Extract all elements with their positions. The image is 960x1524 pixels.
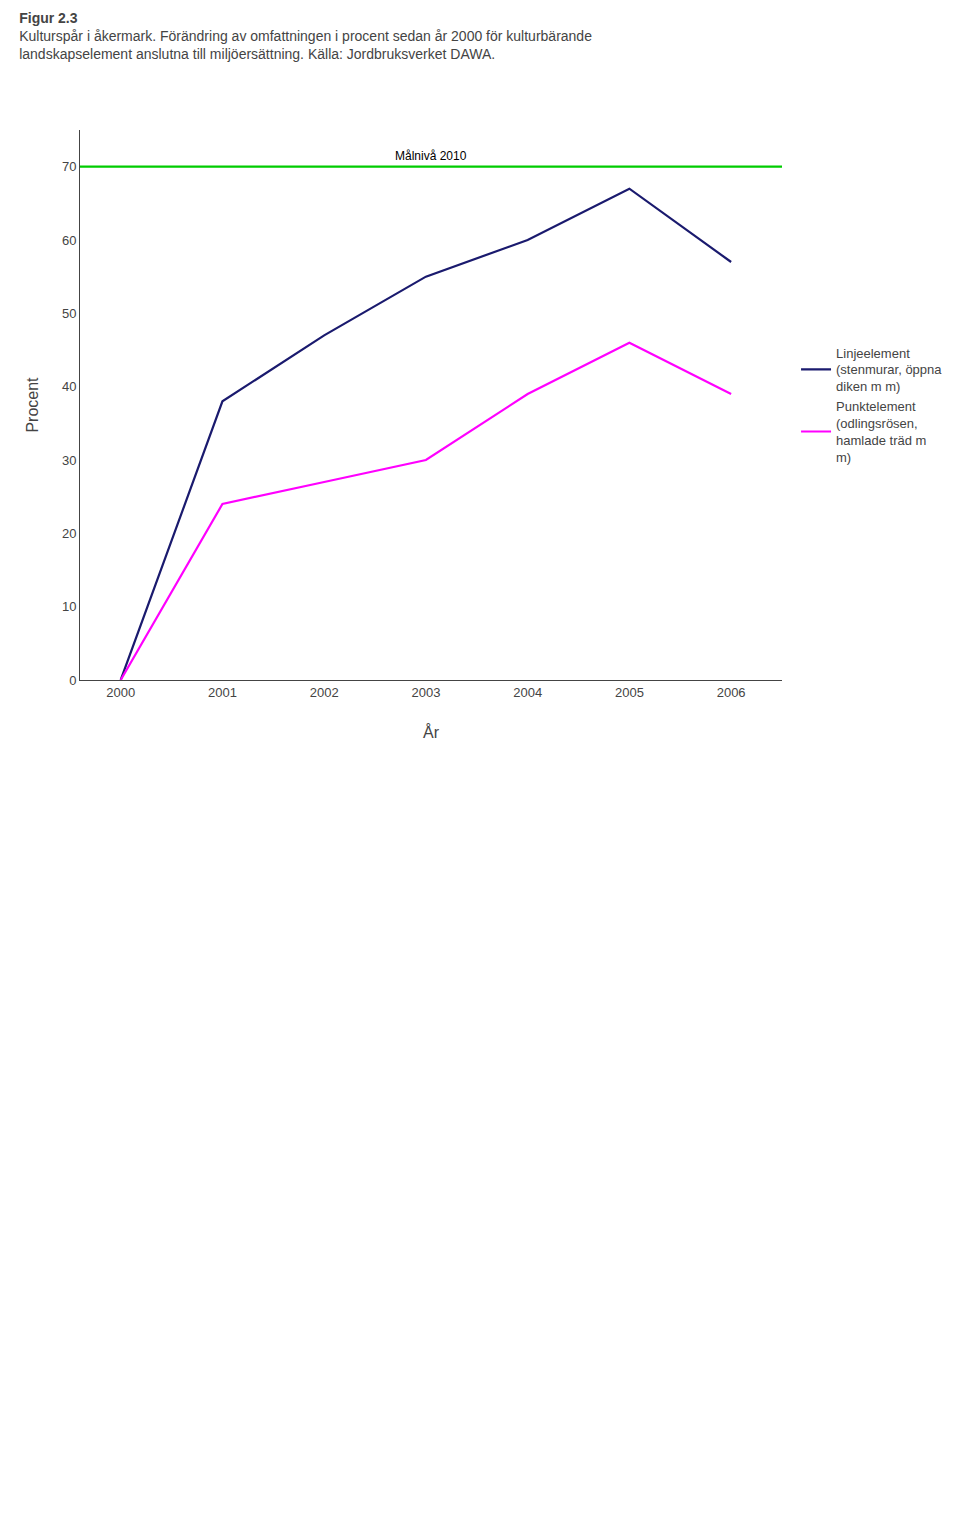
svg-text:2004: 2004: [513, 685, 542, 700]
svg-text:40: 40: [62, 379, 76, 394]
svg-text:2000: 2000: [106, 685, 135, 700]
svg-text:0: 0: [69, 673, 76, 688]
svg-text:60: 60: [62, 233, 76, 248]
svg-text:Punktelement(odlingsrösen,haml: Punktelement(odlingsrösen,hamlade träd m…: [836, 399, 926, 465]
svg-text:Procent: Procent: [24, 377, 41, 433]
svg-text:70: 70: [62, 159, 76, 174]
svg-text:50: 50: [62, 306, 76, 321]
svg-text:2002: 2002: [310, 685, 339, 700]
svg-text:2005: 2005: [615, 685, 644, 700]
svg-text:30: 30: [62, 453, 76, 468]
svg-text:Figur 2.3Kulturspår i åkermark: Figur 2.3Kulturspår i åkermark. Förändri…: [19, 10, 592, 62]
svg-text:2006: 2006: [717, 685, 746, 700]
svg-text:20: 20: [62, 526, 76, 541]
svg-text:År: År: [423, 723, 440, 741]
svg-text:Linjeelement(stenmurar, öppnad: Linjeelement(stenmurar, öppnadiken m m): [836, 346, 942, 395]
svg-text:2001: 2001: [208, 685, 237, 700]
svg-text:10: 10: [62, 599, 76, 614]
svg-text:2003: 2003: [411, 685, 440, 700]
svg-text:Målnivå 2010: Målnivå 2010: [395, 149, 467, 163]
